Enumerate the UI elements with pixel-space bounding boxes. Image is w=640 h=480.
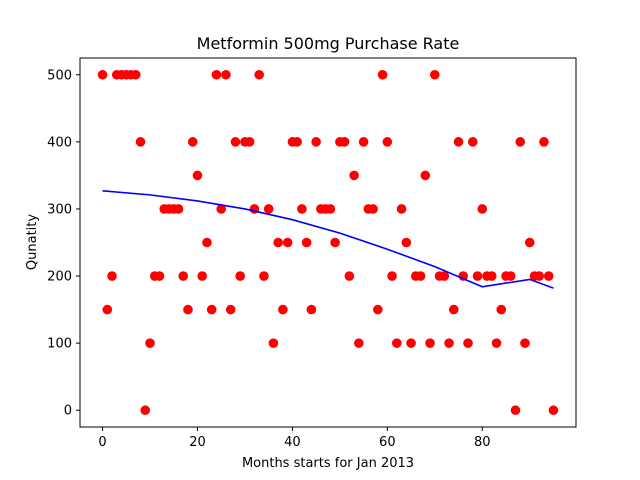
data-point (358, 137, 369, 147)
data-point (102, 304, 113, 315)
data-point (178, 271, 189, 281)
data-point (173, 204, 184, 214)
x-tick-label: 0 (98, 435, 106, 450)
x-tick-label: 40 (284, 435, 301, 450)
y-tick-label: 400 (47, 135, 72, 150)
data-point (543, 271, 554, 281)
data-point (244, 137, 255, 147)
data-point (467, 137, 478, 147)
data-point (183, 304, 193, 315)
data-point (339, 137, 350, 147)
data-point (392, 338, 402, 348)
data-point (292, 137, 302, 147)
fit-line (102, 190, 554, 289)
data-point (472, 271, 483, 281)
data-point (368, 204, 378, 214)
x-tick-label: 20 (189, 435, 206, 450)
x-tick-label: 80 (474, 435, 491, 450)
data-point (202, 237, 212, 248)
data-point (325, 204, 336, 214)
data-point (486, 271, 497, 281)
data-point (344, 271, 355, 281)
data-point (534, 271, 545, 281)
data-point (216, 204, 227, 214)
data-point (382, 137, 393, 147)
data-point (259, 271, 269, 281)
data-point (453, 137, 464, 147)
y-tick-label: 500 (47, 68, 72, 83)
data-point (377, 69, 388, 80)
data-point (311, 137, 321, 147)
data-point (463, 338, 473, 348)
data-point (387, 271, 397, 281)
data-point (235, 271, 245, 281)
data-point (420, 170, 431, 181)
data-point (415, 271, 426, 281)
y-axis: 0 100 200 300 400 500 (47, 68, 80, 419)
data-point (373, 304, 383, 315)
data-point (524, 237, 535, 248)
data-point (278, 304, 288, 315)
data-point (520, 338, 530, 348)
data-point (206, 304, 217, 315)
x-axis-title: Months starts for Jan 2013 (242, 456, 414, 471)
data-point (273, 237, 283, 248)
y-axis-title: Qunatity (25, 214, 40, 270)
data-point (444, 338, 454, 348)
data-point (330, 237, 340, 248)
data-point (221, 69, 231, 80)
data-point (401, 237, 412, 248)
data-point (263, 204, 274, 214)
data-point (396, 204, 407, 214)
data-point (135, 137, 146, 147)
data-point (505, 271, 516, 281)
data-point (192, 170, 203, 181)
data-point (130, 69, 141, 80)
data-point (282, 237, 293, 248)
data-point (211, 69, 222, 80)
y-tick-label: 0 (64, 404, 72, 419)
data-point (539, 137, 549, 147)
y-tick-label: 200 (47, 270, 72, 285)
data-point (510, 405, 521, 416)
data-point (197, 271, 208, 281)
data-point (107, 271, 117, 281)
data-point (429, 69, 440, 80)
data-point (448, 304, 459, 315)
data-point (268, 338, 279, 348)
chart-title: Metformin 500mg Purchase Rate (197, 34, 460, 53)
data-point (230, 137, 241, 147)
data-point (496, 304, 507, 315)
data-point (140, 405, 151, 416)
data-point (515, 137, 526, 147)
data-point (301, 237, 312, 248)
data-point (425, 338, 435, 348)
y-tick-label: 100 (47, 337, 72, 352)
data-point (297, 204, 307, 214)
data-point (306, 304, 317, 315)
data-point (477, 204, 488, 214)
data-point (254, 69, 264, 80)
plot-frame (79, 57, 577, 428)
data-point (548, 405, 559, 416)
data-point (354, 338, 364, 348)
data-point (187, 137, 198, 147)
data-point (406, 338, 416, 348)
data-point (145, 338, 155, 348)
data-point (439, 271, 450, 281)
x-tick-label: 60 (379, 435, 396, 450)
y-tick-label: 300 (47, 202, 72, 217)
data-point (225, 304, 236, 315)
data-point (349, 170, 359, 181)
data-point (491, 338, 502, 348)
x-axis: 0 20 40 60 80 (98, 427, 491, 450)
data-point (97, 69, 108, 80)
data-point (154, 271, 165, 281)
plot-area (79, 57, 577, 428)
